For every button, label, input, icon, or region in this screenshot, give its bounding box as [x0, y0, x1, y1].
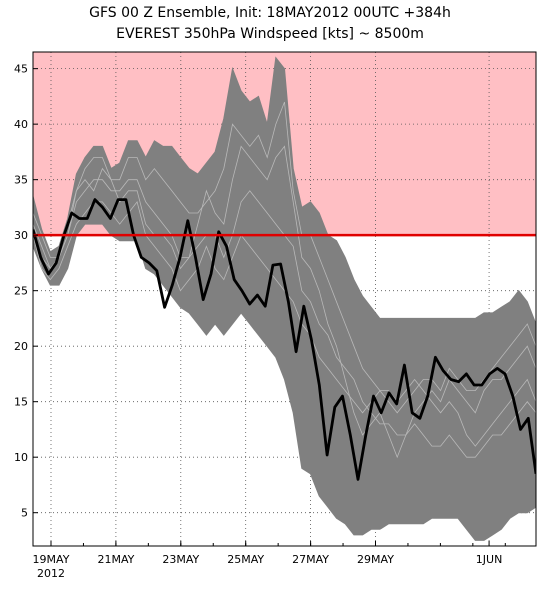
chart-subtitle: EVEREST 350hPa Windspeed [kts] ~ 8500m — [116, 26, 424, 42]
chart-title: GFS 00 Z Ensemble, Init: 18MAY2012 00UTC… — [89, 5, 451, 21]
plot-area — [33, 52, 536, 546]
y-tick-label-8: 45 — [14, 63, 28, 76]
member-line-3 — [33, 101, 536, 447]
y-tick-label-4: 25 — [14, 285, 28, 298]
x-axis: 19MAY 21MAY 23MAY 25MAY 27MAY 29MAY 1JUN — [33, 541, 506, 566]
x-tick-label-3: 25MAY — [227, 553, 264, 566]
y-axis: 5 10 15 20 25 30 35 40 45 — [14, 63, 38, 520]
y-tick-label-3: 20 — [14, 340, 28, 353]
member-line-1 — [33, 145, 536, 459]
ensemble-spread-band — [33, 56, 536, 541]
y-tick-label-6: 35 — [14, 174, 28, 187]
x-tick-label-0: 19MAY — [33, 553, 70, 566]
member-line-2 — [33, 201, 536, 414]
y-tick-label-1: 10 — [14, 451, 28, 464]
x-tick-label-4: 27MAY — [292, 553, 329, 566]
x-tick-label-5: 29MAY — [357, 553, 394, 566]
x-year-label: 2012 — [37, 567, 65, 580]
y-tick-label-0: 5 — [21, 507, 28, 520]
y-tick-label-7: 40 — [14, 118, 28, 131]
y-tick-label-2: 15 — [14, 396, 28, 409]
x-tick-label-1: 21MAY — [97, 553, 134, 566]
plot-frame — [32, 51, 537, 547]
x-tick-label-6: 1JUN — [476, 553, 503, 566]
x-tick-label-2: 23MAY — [162, 553, 199, 566]
y-tick-label-5: 30 — [14, 229, 28, 242]
control-run-line — [33, 198, 536, 481]
